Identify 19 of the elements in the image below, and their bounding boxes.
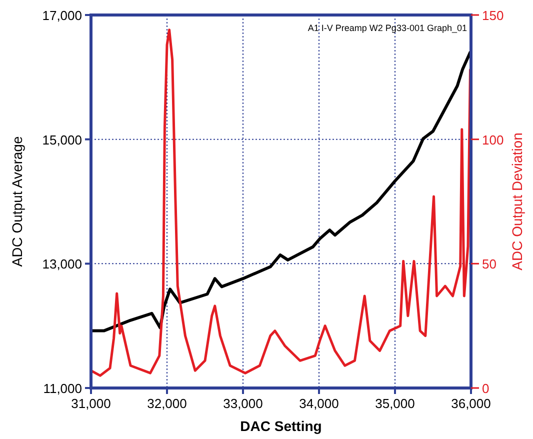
x-tick-label: 34,000 <box>299 396 339 411</box>
y-tick-label: 13,000 <box>42 256 82 272</box>
x-tick-label: 32,000 <box>147 396 187 411</box>
x-tick-label: 35,000 <box>375 396 415 411</box>
y2-tick-label: 50 <box>482 256 496 272</box>
y-tick-label: 15,000 <box>42 132 82 148</box>
y2-tick-label: 100 <box>482 132 504 148</box>
y2-axis-title: ADC Output Deviation <box>509 132 525 270</box>
annotation: A1 I-V Preamp W2 Pg33-001 Graph_01 <box>308 23 467 33</box>
y-tick-label: 11,000 <box>43 381 82 396</box>
y-tick-label: 17,000 <box>42 8 82 23</box>
y2-tick-label: 150 <box>482 8 504 23</box>
x-tick-label: 31,000 <box>71 396 111 411</box>
line-series <box>90 50 472 332</box>
y-axis-title: ADC Output Average <box>9 136 25 267</box>
x-axis-title: DAC Setting <box>240 418 322 434</box>
x-tick-label: 36,000 <box>451 396 491 411</box>
x-tick-label: 33,000 <box>223 396 263 411</box>
y2-tick-label: 0 <box>482 381 490 396</box>
